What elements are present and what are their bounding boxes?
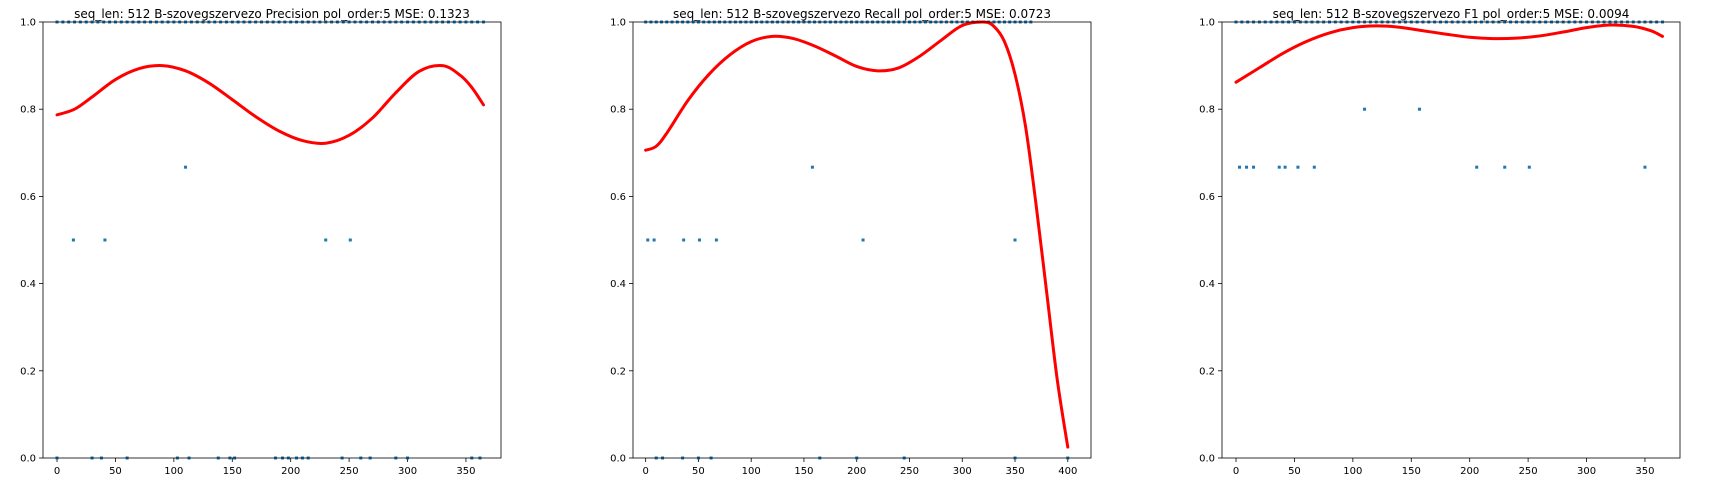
data-point [1296, 165, 1300, 169]
x-tick-label: 50 [692, 466, 705, 477]
data-point [646, 238, 650, 242]
x-tick-label: 50 [1288, 466, 1301, 477]
data-point [652, 238, 656, 242]
y-tick-label: 0.0 [20, 454, 36, 465]
y-tick-label: 0.2 [610, 366, 626, 377]
data-point [184, 165, 188, 169]
data-point [1527, 165, 1531, 169]
fit-curve [1234, 23, 1664, 84]
y-tick-label: 0.6 [20, 192, 36, 203]
data-point [682, 238, 686, 242]
x-tick-label: 250 [340, 466, 359, 477]
data-point [810, 165, 814, 169]
x-tick-label: 0 [1233, 466, 1239, 477]
x-tick-label: 350 [1635, 466, 1654, 477]
data-point [1312, 165, 1316, 169]
subplot-precision: seq_len: 512 B-szovegszervezo Precision … [20, 7, 502, 477]
x-tick-label: 200 [1460, 466, 1479, 477]
data-point [1252, 165, 1256, 169]
data-point [1503, 165, 1507, 169]
y-tick-label: 0.0 [610, 454, 626, 465]
subplot-recall: seq_len: 512 B-szovegszervezo Recall pol… [610, 7, 1092, 477]
x-tick-label: 150 [794, 466, 813, 477]
y-tick-label: 0.8 [20, 105, 36, 116]
x-tick-label: 150 [223, 466, 242, 477]
x-tick-label: 50 [109, 466, 122, 477]
y-tick-label: 0.8 [610, 105, 626, 116]
data-point [697, 238, 701, 242]
y-tick-label: 1.0 [610, 18, 626, 29]
x-tick-label: 200 [847, 466, 866, 477]
data-point [1417, 107, 1421, 111]
data-point [861, 238, 865, 242]
y-tick-label: 0.2 [20, 366, 36, 377]
x-tick-label: 0 [54, 466, 60, 477]
data-point [1238, 165, 1242, 169]
y-tick-label: 0.4 [1199, 279, 1215, 290]
x-tick-label: 350 [456, 466, 475, 477]
x-tick-label: 250 [900, 466, 919, 477]
x-tick-label: 150 [1402, 466, 1421, 477]
data-point [1475, 165, 1479, 169]
chart-title: seq_len: 512 B-szovegszervezo Precision … [74, 7, 470, 21]
y-tick-label: 0.4 [610, 279, 626, 290]
y-tick-label: 0.4 [20, 279, 36, 290]
y-tick-label: 0.8 [1199, 105, 1215, 116]
data-point [1245, 165, 1249, 169]
x-tick-label: 350 [1005, 466, 1024, 477]
subplot-f1: seq_len: 512 B-szovegszervezo F1 pol_ord… [1199, 7, 1681, 477]
x-tick-label: 250 [1519, 466, 1538, 477]
data-point [324, 238, 328, 242]
x-tick-label: 400 [1058, 466, 1077, 477]
y-tick-label: 1.0 [1199, 18, 1215, 29]
data-point [71, 238, 75, 242]
x-tick-label: 200 [281, 466, 300, 477]
data-point [1277, 165, 1281, 169]
chart-title: seq_len: 512 B-szovegszervezo Recall pol… [673, 7, 1051, 21]
fit-curve [644, 20, 1070, 449]
plot-frame [42, 21, 502, 459]
data-point [348, 238, 352, 242]
data-point [1643, 165, 1647, 169]
y-tick-label: 0.6 [1199, 192, 1215, 203]
data-point [1363, 107, 1367, 111]
x-tick-label: 300 [953, 466, 972, 477]
x-tick-label: 300 [1577, 466, 1596, 477]
x-tick-label: 100 [164, 466, 183, 477]
plot-frame [1221, 21, 1681, 459]
x-tick-label: 300 [398, 466, 417, 477]
x-tick-label: 100 [1343, 466, 1362, 477]
x-tick-label: 0 [642, 466, 648, 477]
y-tick-label: 1.0 [20, 18, 36, 29]
y-tick-label: 0.2 [1199, 366, 1215, 377]
data-point [1283, 165, 1287, 169]
y-tick-label: 0.0 [1199, 454, 1215, 465]
data-point [103, 238, 107, 242]
data-point [1013, 238, 1017, 242]
x-tick-label: 100 [742, 466, 761, 477]
fit-curve [55, 63, 485, 145]
chart-title: seq_len: 512 B-szovegszervezo F1 pol_ord… [1273, 7, 1630, 21]
plot-frame [632, 21, 1092, 459]
data-point [714, 238, 718, 242]
y-tick-label: 0.6 [610, 192, 626, 203]
